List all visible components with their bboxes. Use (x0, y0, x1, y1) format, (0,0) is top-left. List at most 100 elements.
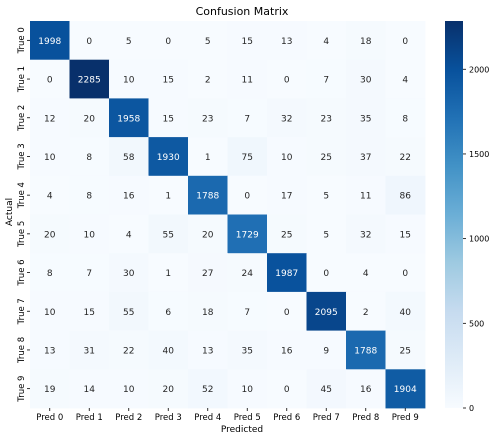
cell-value-label: 5 (205, 37, 211, 47)
cell-value-label: 7 (86, 269, 92, 279)
heatmap-cell (346, 175, 386, 215)
heatmap-cell (346, 369, 386, 409)
cell-value-label: 5 (126, 37, 132, 47)
heatmap-cell (346, 214, 386, 254)
heatmap-cell (30, 98, 70, 138)
heatmap-cell (148, 21, 189, 61)
cell-value-label: 8 (47, 269, 53, 279)
heatmap-cell (188, 175, 228, 215)
heatmap-cell (69, 291, 110, 331)
heatmap-cell (267, 253, 307, 293)
cell-value-label: 0 (47, 76, 53, 86)
x-tick-label: Pred 8 (352, 413, 379, 423)
x-tick-label: Pred 3 (155, 413, 182, 423)
cell-value-label: 5 (323, 230, 329, 240)
heatmap-cell (109, 291, 149, 331)
heatmap-cell (30, 330, 70, 370)
heatmap-cell (346, 98, 386, 138)
heatmap-cell (188, 59, 228, 99)
cell-value-label: 8 (402, 114, 408, 124)
heatmap-cell (109, 214, 149, 254)
heatmap-cell (227, 59, 268, 99)
heatmap-cell (148, 291, 189, 331)
heatmap-cell (385, 330, 426, 370)
cell-value-label: 7 (244, 114, 250, 124)
cell-value-label: 30 (123, 269, 135, 279)
cell-value-label: 6 (165, 308, 171, 318)
heatmap-cell (267, 137, 307, 177)
heatmap-cell-labels: 1998 0 5 0 5 15 13 4 18 00 2285 10 15 2 11 0 7 30 412 20 195… (38, 37, 417, 395)
cell-value-label: 16 (123, 192, 135, 202)
cell-value-label: 4 (126, 230, 132, 240)
heatmap-cell (188, 330, 228, 370)
heatmap-cell (148, 330, 189, 370)
x-tick-label: Pred 6 (273, 413, 300, 423)
cell-value-label: 1 (165, 192, 171, 202)
x-tick-label: Pred 5 (234, 413, 261, 423)
heatmap-cell (69, 330, 110, 370)
y-tick-label: True 0 (17, 27, 27, 54)
cell-value-label: 8 (86, 192, 92, 202)
cell-value-label: 11 (360, 192, 371, 202)
cell-value-label: 22 (123, 346, 134, 356)
x-tick-label: Pred 9 (392, 413, 419, 423)
heatmap-cell (306, 253, 347, 293)
y-tick-label: True 5 (17, 221, 27, 248)
cell-value-label: 0 (402, 37, 408, 47)
x-tick-labels: Pred 0 Pred 1 Pred 2 Pred 3 Pred 4 Pred 5 Pred… (36, 408, 419, 423)
heatmap-cell (188, 291, 228, 331)
heatmap-cell (385, 369, 426, 409)
heatmap-cell (69, 21, 110, 61)
x-tick-label: Pred 4 (194, 413, 221, 423)
heatmap-cell (267, 98, 307, 138)
heatmap-cell (30, 175, 70, 215)
heatmap-cell (306, 21, 347, 61)
heatmap-cell (267, 21, 307, 61)
cell-value-label: 10 (44, 153, 56, 163)
cell-value-label: 35 (242, 346, 253, 356)
cell-value-label: 4 (402, 76, 408, 86)
cell-value-label: 15 (242, 37, 253, 47)
heatmap-cells (30, 21, 426, 409)
heatmap-cell (69, 137, 110, 177)
cell-value-label: 25 (321, 153, 332, 163)
cell-value-label: 1930 (157, 153, 180, 163)
cell-value-label: 75 (242, 153, 253, 163)
heatmap-cell (30, 137, 70, 177)
heatmap-cell (109, 369, 149, 409)
cell-value-label: 58 (123, 153, 135, 163)
cell-value-label: 55 (123, 308, 134, 318)
cell-value-label: 16 (281, 346, 293, 356)
y-tick-label: True 7 (17, 298, 27, 325)
heatmap-cell (109, 137, 149, 177)
cell-value-label: 30 (360, 76, 372, 86)
cell-value-label: 18 (202, 308, 214, 318)
cell-value-label: 1987 (275, 269, 298, 279)
y-tick-label: True 3 (17, 143, 27, 170)
heatmap-cell (267, 214, 307, 254)
cell-value-label: 1 (165, 269, 171, 279)
x-axis-label: Predicted (221, 425, 263, 435)
heatmap-cell (306, 98, 347, 138)
cell-value-label: 86 (400, 192, 412, 202)
colorbar-bar (445, 21, 463, 408)
cell-value-label: 2 (205, 76, 211, 86)
cell-value-label: 2095 (315, 308, 338, 318)
heatmap-cell (109, 59, 149, 99)
colorbar-tick-label: 1500 (469, 150, 489, 159)
heatmap-cell (30, 21, 70, 61)
heatmap-cell (69, 98, 110, 138)
cell-value-label: 12 (44, 114, 55, 124)
heatmap-cell (346, 21, 386, 61)
cell-value-label: 1729 (236, 230, 259, 240)
cell-value-label: 17 (281, 192, 292, 202)
heatmap-cell (346, 253, 386, 293)
heatmap-cell (385, 21, 426, 61)
heatmap-cell (306, 175, 347, 215)
cell-value-label: 13 (202, 346, 213, 356)
heatmap-cell (306, 59, 347, 99)
cell-value-label: 20 (44, 230, 56, 240)
heatmap-cell (188, 137, 228, 177)
